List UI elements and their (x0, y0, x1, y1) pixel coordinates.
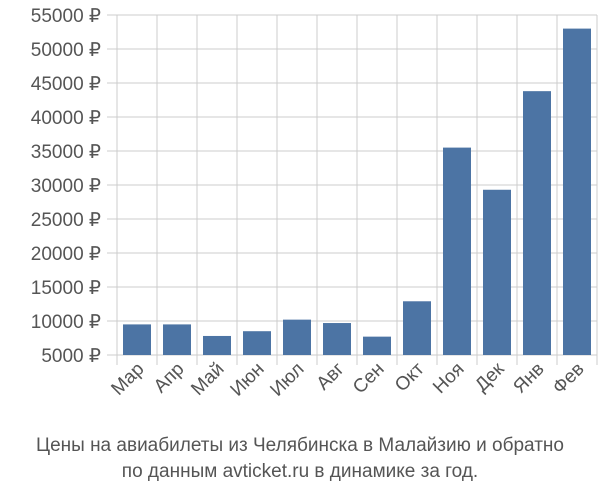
y-tick-label: 5000 ₽ (41, 346, 101, 367)
bar-2 (163, 324, 191, 355)
bar-8 (403, 301, 431, 355)
bar-3 (203, 335, 231, 355)
y-tick-label: 40000 ₽ (31, 108, 101, 129)
y-tick-label: 20000 ₽ (31, 244, 101, 265)
x-tick-label: Янв (509, 359, 548, 398)
grid-lines (107, 14, 598, 365)
y-tick-label: 55000 ₽ (31, 6, 101, 27)
bar-5 (283, 319, 311, 355)
bar-7 (363, 336, 391, 355)
y-tick-label: 35000 ₽ (31, 142, 101, 163)
y-tick-label: 45000 ₽ (31, 74, 101, 95)
x-tick-label: Мар (107, 359, 148, 400)
y-tick-label: 30000 ₽ (31, 176, 101, 197)
x-tick-label: Май (187, 359, 228, 400)
y-tick-labels: 5000 ₽ 10000 ₽ 15000 ₽ 20000 ₽ 25000 ₽ 30000 … (31, 6, 101, 367)
x-tick-label: Авг (313, 359, 349, 395)
y-tick-label: 50000 ₽ (31, 40, 101, 61)
x-tick-label: Июн (227, 359, 269, 401)
y-tick-label: 10000 ₽ (31, 312, 101, 333)
bar-12 (563, 28, 591, 355)
y-tick-label: 25000 ₽ (31, 210, 101, 231)
bar-10 (483, 189, 511, 355)
x-tick-label: Фев (549, 359, 589, 399)
bar-6 (323, 323, 351, 355)
chart-caption-line-2: по данным avticket.ru в динамике за год. (121, 461, 479, 482)
bar-chart: 5000 ₽ 10000 ₽ 15000 ₽ 20000 ₽ 25000 ₽ 30000 … (31, 6, 598, 401)
bar-4 (243, 331, 271, 355)
y-tick-label: 15000 ₽ (31, 278, 101, 299)
chart-caption-line-1: Цены на авиабилеты из Челябинска в Малай… (36, 435, 564, 456)
bars (123, 28, 591, 355)
x-tick-label: Июл (266, 359, 308, 401)
x-tick-label: Ноя (429, 359, 468, 398)
bar-9 (443, 147, 471, 355)
bar-1 (123, 324, 151, 355)
x-tick-label: Апр (150, 359, 189, 398)
bar-11 (523, 91, 551, 355)
x-tick-label: Сен (349, 359, 388, 398)
